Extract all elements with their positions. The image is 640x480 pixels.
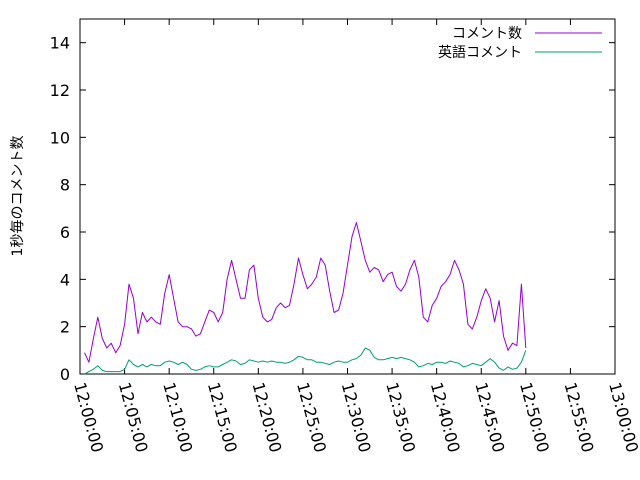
x-tick-label: 12:05:00 — [115, 380, 152, 454]
y-tick-label: 10 — [50, 128, 70, 147]
y-axis-ticks: 0 2 4 6 8 10 12 14 — [50, 34, 615, 384]
x-tick-label: 12:10:00 — [159, 380, 196, 454]
x-tick-label: 13:00:00 — [605, 380, 640, 454]
x-tick-label: 12:20:00 — [248, 380, 285, 454]
plot-frame — [79, 18, 616, 375]
x-tick-label: 12:25:00 — [293, 380, 330, 454]
y-tick-label: 14 — [50, 34, 70, 53]
legend-label: 英語コメント — [438, 44, 522, 61]
y-tick-label: 8 — [60, 176, 70, 195]
x-tick-label: 12:55:00 — [561, 380, 598, 454]
y-tick-label: 0 — [60, 365, 70, 384]
x-tick-label: 12:35:00 — [382, 380, 419, 454]
series-lines — [84, 222, 527, 375]
y-tick-label: 4 — [60, 270, 70, 289]
series-line-1 — [84, 222, 527, 363]
x-tick-label: 12:30:00 — [338, 380, 375, 454]
series-line-2 — [84, 347, 527, 375]
x-tick-label: 12:15:00 — [204, 380, 241, 454]
x-tick-label: 12:45:00 — [471, 380, 508, 454]
y-tick-label: 12 — [50, 81, 70, 100]
x-tick-label: 12:00:00 — [70, 380, 107, 454]
x-axis-ticks: 12:00:00 12:05:00 12:10:00 12:15:00 12:20:00… — [70, 19, 640, 454]
legend-label: コメント数 — [452, 26, 522, 42]
y-tick-label: 6 — [60, 223, 70, 242]
y-tick-label: 2 — [60, 318, 70, 337]
y-axis-label: 1秒毎のコメント数 — [10, 136, 26, 257]
x-tick-label: 12:50:00 — [516, 380, 553, 454]
x-tick-label: 12:40:00 — [427, 380, 464, 454]
